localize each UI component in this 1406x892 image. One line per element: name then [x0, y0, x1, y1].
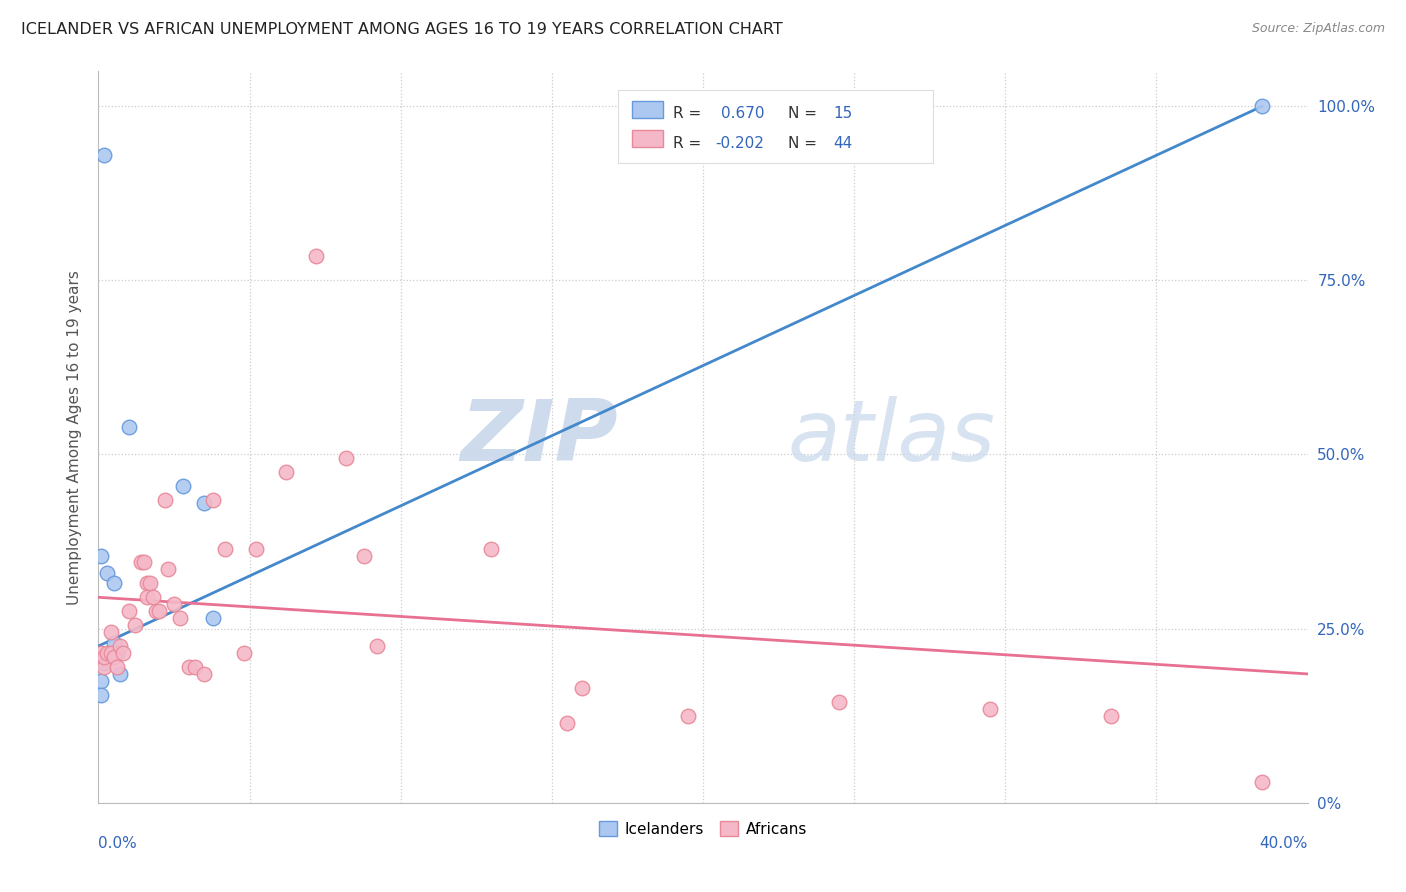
Point [103, 576, 125, 591]
Point [105, 646, 128, 660]
Point [103, 635, 125, 649]
Point [335, 450, 357, 465]
Point [169, 611, 191, 625]
Point [232, 646, 254, 660]
Point [1251, 775, 1274, 789]
Point [96, 646, 118, 660]
Point [111, 646, 134, 660]
Point [100, 646, 122, 660]
Legend: Icelanders, Africans: Icelanders, Africans [593, 814, 813, 843]
Point [90, 549, 112, 563]
Point [135, 591, 157, 605]
Point [145, 604, 167, 618]
Point [481, 541, 503, 556]
Point [153, 492, 176, 507]
Point [353, 549, 375, 563]
Point [202, 611, 225, 625]
Point [676, 708, 699, 723]
Point [245, 541, 267, 556]
Point [979, 702, 1001, 716]
Point [124, 618, 146, 632]
Point [156, 562, 179, 576]
Text: N =: N = [787, 106, 821, 121]
FancyBboxPatch shape [631, 101, 664, 118]
Point [108, 667, 131, 681]
Text: -0.202: -0.202 [716, 136, 763, 151]
Point [118, 604, 141, 618]
Point [118, 419, 141, 434]
Point [184, 660, 207, 674]
Y-axis label: Unemployment Among Ages 16 to 19 years: Unemployment Among Ages 16 to 19 years [67, 269, 83, 605]
Point [571, 681, 593, 695]
Point [1099, 708, 1122, 723]
Point [93, 649, 115, 664]
Point [100, 625, 122, 640]
Text: 15: 15 [834, 106, 853, 121]
Text: 44: 44 [834, 136, 853, 151]
Point [179, 660, 201, 674]
Point [202, 492, 225, 507]
Point [214, 541, 236, 556]
Point [163, 597, 186, 611]
Point [172, 479, 194, 493]
Point [366, 639, 388, 653]
Point [828, 695, 851, 709]
Point [274, 465, 297, 479]
Text: ZIP: ZIP [461, 395, 619, 479]
Text: 0.0%: 0.0% [98, 836, 138, 851]
Text: 0.670: 0.670 [721, 106, 765, 121]
Point [93, 148, 115, 162]
Point [93, 660, 115, 674]
Point [90, 646, 112, 660]
Point [193, 496, 215, 510]
Point [555, 715, 578, 730]
Text: Source: ZipAtlas.com: Source: ZipAtlas.com [1251, 22, 1385, 36]
FancyBboxPatch shape [631, 130, 664, 147]
Point [193, 667, 215, 681]
Point [139, 576, 162, 591]
Point [1251, 99, 1274, 113]
Point [132, 556, 155, 570]
Text: atlas: atlas [787, 395, 995, 479]
Point [96, 566, 118, 580]
Point [108, 639, 131, 653]
Text: R =: R = [672, 106, 706, 121]
Point [148, 604, 170, 618]
Text: 40.0%: 40.0% [1260, 836, 1308, 851]
Point [105, 660, 128, 674]
Text: R =: R = [672, 136, 706, 151]
Point [135, 576, 157, 591]
FancyBboxPatch shape [619, 90, 932, 163]
Point [142, 591, 165, 605]
Point [90, 673, 112, 688]
Point [129, 556, 152, 570]
Text: ICELANDER VS AFRICAN UNEMPLOYMENT AMONG AGES 16 TO 19 YEARS CORRELATION CHART: ICELANDER VS AFRICAN UNEMPLOYMENT AMONG … [21, 22, 783, 37]
Point [103, 649, 125, 664]
Point [90, 688, 112, 702]
Text: N =: N = [787, 136, 821, 151]
Point [305, 249, 328, 263]
Point [93, 657, 115, 671]
